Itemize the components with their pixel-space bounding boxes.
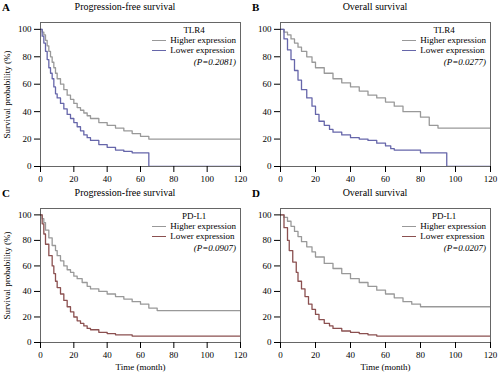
- html-text:Progression-free survival: Progression-free survival: [74, 1, 176, 12]
- svg-text:20: 20: [263, 134, 273, 144]
- svg-text:100: 100: [200, 350, 214, 360]
- svg-text:0: 0: [38, 174, 43, 184]
- html-text:TLR4: TLR4: [183, 25, 205, 35]
- svg-text:40: 40: [23, 286, 33, 296]
- svg-text:100: 100: [449, 174, 463, 184]
- svg-text:80: 80: [23, 52, 33, 62]
- svg-text:20: 20: [69, 174, 79, 184]
- html-text:Lower expression: Lower expression: [170, 231, 235, 241]
- svg-text:20: 20: [23, 312, 33, 322]
- svg-text:0: 0: [267, 161, 272, 171]
- svg-text:100: 100: [449, 350, 463, 360]
- svg-text:20: 20: [311, 350, 321, 360]
- svg-text:Time (month): Time (month): [116, 362, 166, 372]
- svg-text:60: 60: [136, 350, 146, 360]
- html-text:Higher expression: Higher expression: [170, 221, 236, 231]
- html-text:(P=0.0277): (P=0.0277): [443, 57, 486, 67]
- svg-text:40: 40: [23, 107, 33, 117]
- svg-text:120: 120: [484, 174, 498, 184]
- svg-text:40: 40: [263, 107, 273, 117]
- svg-text:40: 40: [263, 286, 273, 296]
- svg-text:100: 100: [18, 24, 32, 34]
- html-text:(P=0.0907): (P=0.0907): [193, 243, 236, 253]
- svg-text:80: 80: [169, 174, 179, 184]
- svg-text:0: 0: [38, 350, 43, 360]
- html-text:(P=0.2081): (P=0.2081): [193, 57, 236, 67]
- svg-text:100: 100: [258, 210, 272, 220]
- html-text:D: D: [252, 187, 260, 199]
- html-text:Lower expression: Lower expression: [420, 45, 485, 55]
- svg-text:120: 120: [484, 350, 498, 360]
- svg-text:40: 40: [103, 350, 113, 360]
- html-text:Lower expression: Lower expression: [420, 231, 485, 241]
- svg-text:0: 0: [278, 350, 283, 360]
- svg-text:40: 40: [103, 174, 113, 184]
- svg-text:80: 80: [263, 52, 273, 62]
- html-text:Overall survival: Overall survival: [342, 1, 408, 12]
- html-text:(P=0.0207): (P=0.0207): [443, 243, 486, 253]
- html-text:Lower expression: Lower expression: [170, 45, 235, 55]
- svg-text:60: 60: [263, 79, 273, 89]
- svg-text:120: 120: [234, 350, 248, 360]
- svg-text:100: 100: [258, 24, 272, 34]
- svg-text:60: 60: [23, 79, 33, 89]
- svg-text:40: 40: [346, 174, 356, 184]
- svg-text:60: 60: [381, 350, 391, 360]
- svg-text:100: 100: [18, 210, 32, 220]
- html-text:PD-L1: PD-L1: [181, 211, 207, 221]
- html-text:Higher expression: Higher expression: [170, 35, 236, 45]
- svg-text:60: 60: [381, 174, 391, 184]
- svg-text:20: 20: [311, 174, 321, 184]
- svg-text:Survival probability (%): Survival probability (%): [2, 232, 12, 320]
- svg-text:0: 0: [27, 337, 32, 347]
- svg-text:20: 20: [69, 350, 79, 360]
- svg-text:80: 80: [263, 235, 273, 245]
- svg-text:120: 120: [234, 174, 248, 184]
- html-text:Higher expression: Higher expression: [420, 221, 486, 231]
- svg-text:0: 0: [27, 161, 32, 171]
- svg-text:0: 0: [278, 174, 283, 184]
- html-text:Overall survival: Overall survival: [342, 187, 408, 198]
- html-text:Higher expression: Higher expression: [420, 35, 486, 45]
- svg-text:20: 20: [23, 134, 33, 144]
- svg-text:0: 0: [267, 337, 272, 347]
- html-text:TLR4: TLR4: [433, 25, 455, 35]
- svg-text:Survival probability (%): Survival probability (%): [2, 51, 12, 139]
- svg-text:80: 80: [416, 350, 426, 360]
- html-text:Progression-free survival: Progression-free survival: [74, 187, 176, 198]
- html-text:A: A: [2, 1, 10, 13]
- svg-text:60: 60: [23, 261, 33, 271]
- svg-text:60: 60: [263, 261, 273, 271]
- html-text:PD-L1: PD-L1: [431, 211, 457, 221]
- html-text:C: C: [2, 187, 10, 199]
- svg-text:100: 100: [200, 174, 214, 184]
- svg-text:80: 80: [416, 174, 426, 184]
- svg-text:80: 80: [23, 235, 33, 245]
- svg-text:20: 20: [263, 312, 273, 322]
- svg-text:60: 60: [136, 174, 146, 184]
- svg-text:80: 80: [169, 350, 179, 360]
- svg-text:Time (month): Time (month): [361, 362, 411, 372]
- html-text:B: B: [252, 1, 260, 13]
- svg-text:40: 40: [346, 350, 356, 360]
